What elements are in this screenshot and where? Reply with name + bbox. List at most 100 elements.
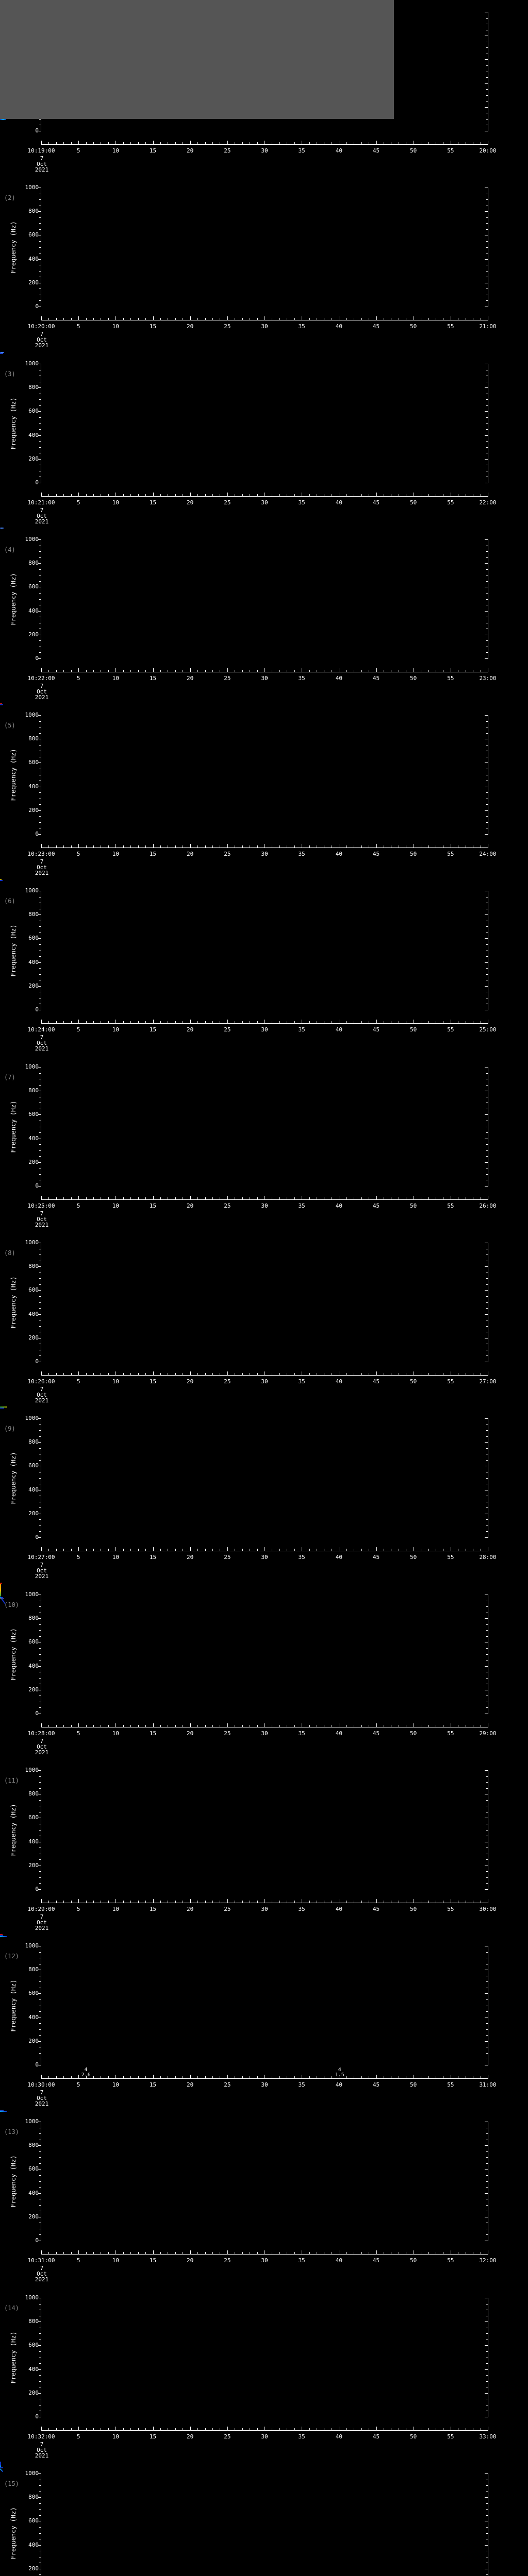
y-tick xyxy=(39,1430,41,1431)
x-axis-date-label: 7 xyxy=(40,1562,44,1568)
y-tick xyxy=(38,1889,41,1890)
y-tick-label: 1000 xyxy=(25,536,39,543)
x-tick xyxy=(346,1725,347,1727)
right-axis-tick xyxy=(485,611,488,612)
y-tick-label: 400 xyxy=(28,431,39,438)
x-tick xyxy=(227,1196,228,1199)
x-tick xyxy=(212,318,213,320)
x-tick xyxy=(56,845,57,848)
x-tick xyxy=(279,318,280,320)
x-tick xyxy=(108,1021,109,1023)
x-tick xyxy=(294,670,295,672)
spectrogram-panel: (3) Frequency (Hz) 0 200 400 600 800 1000 5 10 15 2… xyxy=(0,352,528,528)
right-axis-tick xyxy=(486,944,488,945)
y-tick xyxy=(38,211,41,212)
y-tick xyxy=(39,968,41,969)
x-axis-end-time-label: 24:00 xyxy=(479,851,497,857)
x-tick xyxy=(279,1725,280,1727)
x-tick xyxy=(123,318,124,320)
x-tick xyxy=(138,670,139,672)
right-axis-tick xyxy=(486,77,488,78)
x-tick xyxy=(376,668,377,672)
x-tick xyxy=(41,141,42,144)
x-tick xyxy=(160,1725,161,1727)
x-tick-label: 35 xyxy=(298,147,305,154)
y-tick xyxy=(38,459,41,460)
right-axis-tick xyxy=(486,1436,488,1437)
spectrogram-panel: (13) Frequency (Hz) 0 200 400 600 800 1000 5 10 15… xyxy=(0,2110,528,2285)
x-tick-label: 15 xyxy=(149,1730,157,1737)
y-tick-label: 800 xyxy=(28,1087,39,1094)
x-tick-label: 25 xyxy=(224,1202,231,1209)
x-tick xyxy=(123,1197,124,1199)
right-axis-tick xyxy=(486,217,488,218)
x-tick xyxy=(71,1549,72,1551)
x-tick xyxy=(309,1021,310,1023)
y-tick-label: 200 xyxy=(28,806,39,814)
x-tick-label: 10 xyxy=(112,1554,119,1561)
x-tick-label: 15 xyxy=(149,675,157,682)
spectrogram-panel: (12) Frequency (Hz) 0 200 400 600 800 1000 5 10 15… xyxy=(0,1934,528,2110)
x-tick xyxy=(123,1373,124,1375)
y-tick-label: 0 xyxy=(35,1710,39,1717)
x-tick xyxy=(153,1723,154,1727)
x-tick xyxy=(428,1725,429,1727)
y-tick xyxy=(39,1877,41,1878)
right-axis-tick xyxy=(486,423,488,424)
x-tick xyxy=(130,318,131,320)
x-tick xyxy=(48,1725,50,1727)
x-tick xyxy=(212,670,213,672)
x-axis-date-label: 2021 xyxy=(35,1749,49,1756)
right-axis-tick xyxy=(486,968,488,969)
x-tick-label: 30 xyxy=(261,1378,268,1385)
x-tick xyxy=(78,316,79,320)
x-tick-label: 30 xyxy=(261,147,268,154)
right-axis-tick xyxy=(486,247,488,248)
x-tick-label: 35 xyxy=(298,851,305,857)
x-tick-label: 55 xyxy=(447,1026,454,1033)
y-tick xyxy=(39,1308,41,1309)
y-tick xyxy=(39,399,41,400)
x-tick xyxy=(242,1725,243,1727)
x-tick xyxy=(197,1021,199,1023)
spectrogram-panel: (5) Frequency (Hz) 0 200 400 600 800 1000 5 10 15 2… xyxy=(0,703,528,879)
x-tick xyxy=(346,494,347,496)
y-tick xyxy=(38,259,41,260)
spectrogram-feature xyxy=(0,2468,4,2472)
x-tick-label: 40 xyxy=(335,675,342,682)
right-axis-tick xyxy=(485,1186,488,1187)
x-tick xyxy=(41,1196,42,1199)
y-tick-label: 0 xyxy=(35,303,39,310)
x-tick-label: 10 xyxy=(112,147,119,154)
x-tick xyxy=(78,844,79,848)
y-tick-label: 600 xyxy=(28,1286,39,1294)
x-tick-label: 30 xyxy=(261,499,268,506)
y-tick xyxy=(39,956,41,957)
y-tick-label: 400 xyxy=(28,1310,39,1317)
x-axis-date-label: 2021 xyxy=(35,1397,49,1404)
right-axis-tick xyxy=(486,447,488,448)
y-tick-label: 0 xyxy=(35,127,39,134)
plot-area xyxy=(0,1055,528,1231)
x-axis-date-label: 7 xyxy=(40,1386,44,1393)
right-axis-tick xyxy=(486,822,488,823)
y-tick xyxy=(39,581,41,582)
x-tick xyxy=(41,1371,42,1375)
x-tick-label: 15 xyxy=(149,499,157,506)
x-tick xyxy=(242,1021,243,1023)
x-tick xyxy=(190,1547,191,1551)
x-tick xyxy=(160,494,161,496)
y-tick xyxy=(39,423,41,424)
x-tick-label: 45 xyxy=(372,851,380,857)
right-axis-tick xyxy=(486,733,488,734)
y-tick xyxy=(39,1648,41,1649)
x-tick xyxy=(138,318,139,320)
y-tick xyxy=(39,926,41,927)
y-tick xyxy=(39,441,41,442)
x-tick xyxy=(145,670,146,672)
right-axis-tick xyxy=(486,1284,488,1285)
x-tick xyxy=(78,1723,79,1727)
x-tick xyxy=(197,1373,199,1375)
y-tick-label: 1000 xyxy=(25,1415,39,1421)
x-tick xyxy=(294,1021,295,1023)
